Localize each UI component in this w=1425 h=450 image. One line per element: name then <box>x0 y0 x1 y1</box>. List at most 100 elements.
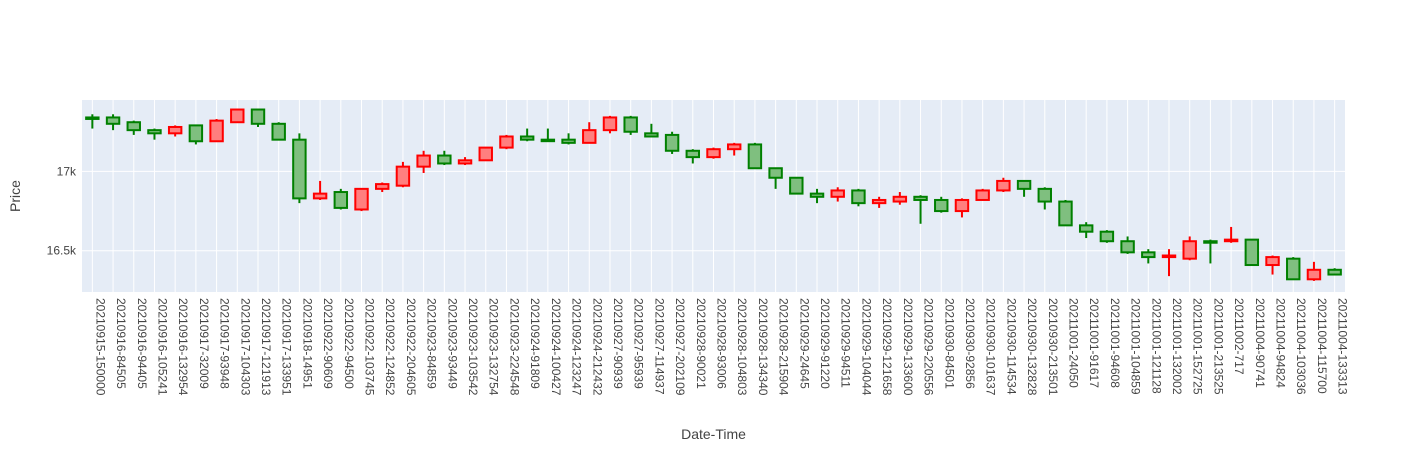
x-tick-label: 20210930-92856 <box>963 298 977 389</box>
candle-body <box>375 183 390 190</box>
candle-body <box>582 129 597 144</box>
x-tick-label: 20211002-717 <box>1232 298 1246 375</box>
candle-body <box>85 116 100 120</box>
x-tick-label: 20211001-24050 <box>1066 298 1080 388</box>
x-tick-label: 20210923-103542 <box>466 298 480 396</box>
candle <box>271 122 286 141</box>
y-tick-label: 17k <box>57 164 77 178</box>
candle <box>1244 238 1260 267</box>
candle-body <box>292 138 307 200</box>
x-tick-label: 20210927-95939 <box>632 298 646 389</box>
candle <box>250 108 266 127</box>
candle <box>685 149 701 164</box>
candle-body <box>1327 268 1342 276</box>
x-tick-label: 20210924-212432 <box>590 298 604 396</box>
candle <box>333 188 349 210</box>
candle-body <box>1058 200 1073 227</box>
x-axis-ticks: 20210915-150000 20210916-84505 20210916-94… <box>93 298 1349 396</box>
candle-body <box>726 143 742 151</box>
candle-body <box>954 198 970 213</box>
candle <box>230 108 245 124</box>
candle-body <box>830 189 845 198</box>
x-tick-label: 20210929-121658 <box>880 298 894 396</box>
candle-body <box>437 154 452 165</box>
candle <box>147 128 162 140</box>
candle-body <box>333 191 349 209</box>
candle-body <box>540 138 556 143</box>
candle-body <box>685 149 701 159</box>
candle <box>706 147 721 159</box>
candle <box>1306 261 1322 281</box>
x-tick-label: 20210924-123247 <box>570 298 584 396</box>
candle-body <box>561 138 576 144</box>
candle-body <box>892 195 908 203</box>
candle-body <box>519 135 535 141</box>
x-tick-label: 20210930-114534 <box>1004 298 1018 395</box>
candle-body <box>975 189 990 201</box>
candle-body <box>1120 240 1135 254</box>
candle-body <box>1099 230 1115 243</box>
candle <box>561 133 576 145</box>
candle <box>312 180 328 200</box>
candle-body <box>996 179 1011 192</box>
candle <box>1141 249 1156 264</box>
candle-body <box>1016 179 1032 190</box>
candle <box>375 182 390 193</box>
x-tick-label: 20210916-94405 <box>135 298 149 389</box>
x-tick-label: 20210930-132828 <box>1025 298 1039 396</box>
x-tick-label: 20210927-90939 <box>611 298 625 389</box>
candle <box>892 192 908 205</box>
candle <box>292 133 307 204</box>
candle-body <box>271 122 286 141</box>
x-tick-label: 20210916-132954 <box>176 298 190 396</box>
x-tick-label: 20210922-124852 <box>383 298 397 396</box>
candle <box>1099 230 1115 243</box>
candle-body <box>230 108 245 124</box>
x-tick-label: 20210923-93449 <box>445 298 459 389</box>
x-tick-label: 20210916-84505 <box>114 298 128 389</box>
x-tick-label: 20210928-90021 <box>694 298 708 389</box>
candle-body <box>747 143 763 170</box>
candle <box>167 125 183 137</box>
x-tick-label: 20210922-103745 <box>363 298 377 396</box>
candle-body <box>167 125 183 135</box>
candle <box>437 150 452 166</box>
candle <box>395 161 411 188</box>
x-tick-label: 20210917-32009 <box>197 298 211 389</box>
candle <box>540 128 556 143</box>
candle <box>126 120 141 135</box>
candle-body <box>1161 254 1177 259</box>
candle <box>871 196 887 208</box>
candle-body <box>1244 238 1260 267</box>
candle-body <box>768 167 783 179</box>
candle <box>602 115 618 134</box>
candle <box>954 198 970 218</box>
candle-body <box>1223 238 1239 243</box>
candle-body <box>1286 257 1301 281</box>
candle-body <box>1265 256 1280 267</box>
candle <box>1286 257 1301 281</box>
candle-body <box>851 189 866 205</box>
candle-body <box>1203 240 1218 244</box>
x-tick-label: 20210928-93006 <box>715 298 729 389</box>
candle <box>519 128 535 142</box>
x-tick-label: 20210929-94511 <box>839 298 853 388</box>
x-tick-label: 20210927-202109 <box>673 298 687 396</box>
candle <box>1058 199 1073 227</box>
x-tick-label: 20210917-104303 <box>238 298 252 396</box>
x-tick-label: 20211004-94824 <box>1274 298 1288 388</box>
x-tick-label: 20210929-104044 <box>859 298 873 396</box>
x-tick-label: 20210917-93948 <box>218 298 232 389</box>
candle <box>1223 226 1239 243</box>
candle <box>851 188 866 207</box>
y-tick-label: 16.5k <box>47 244 77 258</box>
x-tick-label: 20210928-134340 <box>756 298 770 396</box>
candle-body <box>209 119 224 143</box>
x-tick-label: 20211001-94608 <box>1108 298 1122 388</box>
x-tick-label: 20211004-115700 <box>1315 298 1329 394</box>
candle-body <box>934 198 949 213</box>
x-tick-label: 20211004-133313 <box>1336 298 1350 395</box>
x-tick-label: 20210930-101637 <box>984 298 998 396</box>
x-tick-label: 20210924-91809 <box>528 298 542 389</box>
x-tick-label: 20211001-104859 <box>1129 298 1143 395</box>
